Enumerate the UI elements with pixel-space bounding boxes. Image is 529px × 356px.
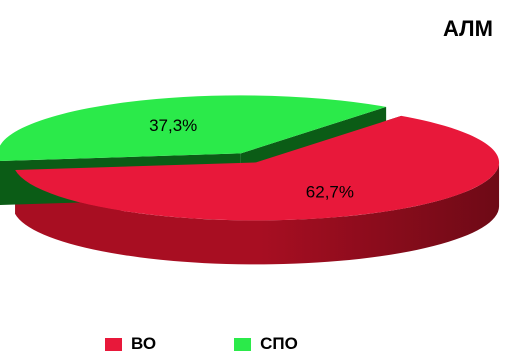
legend: ВО СПО xyxy=(105,334,376,354)
pie-slice-ВО xyxy=(15,115,500,221)
pie-label-ВО: 62,7% xyxy=(306,182,354,201)
pie-side-ВО-0 xyxy=(15,162,500,265)
legend-label-vo: ВО xyxy=(131,334,157,353)
legend-swatch-vo xyxy=(105,337,122,351)
legend-item-vo: ВО xyxy=(105,334,156,354)
pie-label-СПО: 37,3% xyxy=(149,116,197,135)
legend-swatch-spo xyxy=(234,337,252,351)
chart-title: АЛМ xyxy=(443,16,493,41)
legend-label-spo: СПО xyxy=(260,334,298,353)
legend-item-spo: СПО xyxy=(234,334,298,354)
pie-slice-СПО xyxy=(0,95,387,161)
